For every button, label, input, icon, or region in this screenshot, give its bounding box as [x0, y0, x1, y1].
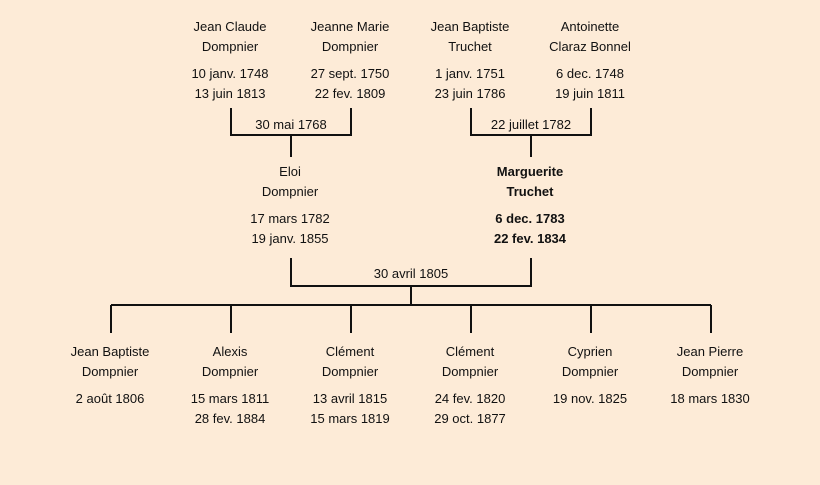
birth-date: 17 mars 1782: [250, 211, 330, 226]
death-date: 29 oct. 1877: [434, 411, 506, 426]
person-card: Jean Pierre Dompnier 18 mars 1830: [645, 342, 775, 429]
last-name: Dompnier: [261, 184, 319, 199]
marriage-line-1: [230, 108, 352, 157]
first-name: Clément: [325, 344, 375, 359]
last-name: Truchet: [448, 39, 492, 54]
first-name: Marguerite: [496, 164, 564, 179]
last-name: Dompnier: [441, 364, 499, 379]
person-card: Antoinette Claraz Bonnel 6 dec. 1748 19 jui…: [525, 17, 655, 104]
last-name: Truchet: [506, 184, 554, 199]
person-card: Jean Baptiste Dompnier 2 août 1806: [45, 342, 175, 429]
last-name: Dompnier: [81, 364, 139, 379]
last-name: Dompnier: [681, 364, 739, 379]
death-date: 22 fev. 1834: [493, 231, 567, 246]
birth-date: 13 avril 1815: [312, 391, 388, 406]
first-name: Jean Pierre: [676, 344, 744, 359]
first-name: Eloi: [279, 164, 301, 179]
death-date: [645, 409, 775, 429]
first-name: Jean Claude: [193, 19, 267, 34]
birth-date: 19 nov. 1825: [552, 391, 628, 406]
first-name: Antoinette: [560, 19, 620, 34]
first-name: Alexis: [212, 344, 248, 359]
last-name: Dompnier: [201, 364, 259, 379]
marriage-date: 22 juillet 1782: [490, 117, 572, 132]
birth-date: 10 janv. 1748: [191, 66, 269, 81]
marriage-line-3: [290, 258, 532, 305]
birth-date: 1 janv. 1751: [435, 66, 505, 81]
person-card: Clément Dompnier 24 fev. 1820 29 oct. 1877: [405, 342, 535, 429]
death-date: 19 juin 1811: [555, 86, 625, 101]
last-name: Dompnier: [561, 364, 619, 379]
birth-date: 27 sept. 1750: [310, 66, 390, 81]
marriage-line-2: [470, 108, 592, 157]
last-name: Claraz Bonnel: [549, 39, 631, 54]
death-date: [525, 409, 655, 429]
person-card: Jean Baptiste Truchet 1 janv. 1751 23 juin …: [405, 17, 535, 104]
death-date: 23 juin 1786: [434, 86, 506, 101]
person-card: Cyprien Dompnier 19 nov. 1825: [525, 342, 655, 429]
marriage-date: 30 avril 1805: [373, 266, 449, 281]
last-name: Dompnier: [201, 39, 259, 54]
death-date: 22 fev. 1809: [314, 86, 386, 101]
first-name: Jeanne Marie: [310, 19, 390, 34]
death-date: 19 janv. 1855: [251, 231, 329, 246]
birth-date: 6 dec. 1748: [556, 66, 624, 81]
children-branch: [110, 304, 712, 333]
death-date: 13 juin 1813: [194, 86, 266, 101]
birth-date: 6 dec. 1783: [495, 211, 565, 226]
marriage-date: 30 mai 1768: [255, 117, 327, 132]
first-name: Jean Baptiste: [70, 344, 150, 359]
birth-date: 24 fev. 1820: [434, 391, 506, 406]
birth-date: 15 mars 1811: [190, 391, 270, 406]
birth-date: 18 mars 1830: [670, 391, 750, 406]
person-card: Alexis Dompnier 15 mars 1811 28 fev. 1884: [165, 342, 295, 429]
person-card: Marguerite Truchet 6 dec. 1783 22 fev. 1834: [465, 162, 595, 249]
birth-date: 2 août 1806: [75, 391, 145, 406]
person-card: Eloi Dompnier 17 mars 1782 19 janv. 1855: [225, 162, 355, 249]
person-card: Jean Claude Dompnier 10 janv. 1748 13 juin …: [165, 17, 295, 104]
first-name: Cyprien: [567, 344, 613, 359]
death-date: [45, 409, 175, 429]
first-name: Jean Baptiste: [430, 19, 510, 34]
death-date: 15 mars 1819: [310, 411, 390, 426]
person-card: Clément Dompnier 13 avril 1815 15 mars 1819: [285, 342, 415, 429]
first-name: Clément: [445, 344, 495, 359]
death-date: 28 fev. 1884: [194, 411, 266, 426]
person-card: Jeanne Marie Dompnier 27 sept. 1750 22 fev.…: [285, 17, 415, 104]
last-name: Dompnier: [321, 364, 379, 379]
last-name: Dompnier: [321, 39, 379, 54]
